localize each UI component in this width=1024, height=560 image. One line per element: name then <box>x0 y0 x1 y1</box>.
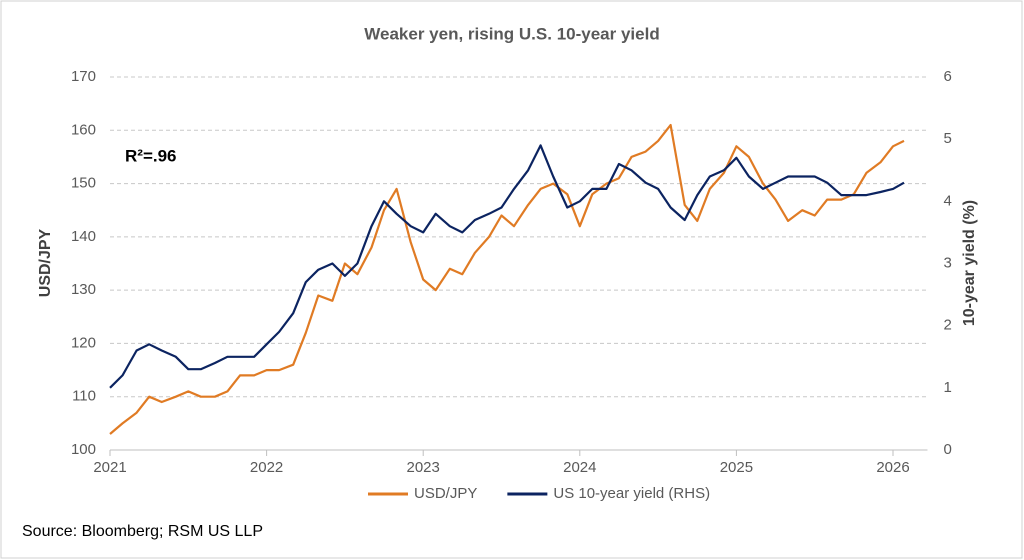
y-tick-label: 100 <box>71 441 96 458</box>
y-tick-label: 130 <box>71 281 96 298</box>
y2-tick-label: 4 <box>943 192 951 209</box>
legend-label: USD/JPY <box>414 485 477 502</box>
x-tick-label: 2026 <box>876 459 909 476</box>
y2-tick-label: 1 <box>943 379 951 396</box>
x-tick-label: 2021 <box>93 459 126 476</box>
y2-tick-label: 0 <box>943 441 951 458</box>
y2-tick-label: 5 <box>943 130 951 147</box>
y2-axis-label: 10-year yield (%) <box>961 200 978 326</box>
legend-label: US 10-year yield (RHS) <box>553 485 710 502</box>
y-tick-label: 110 <box>72 388 96 405</box>
y2-tick-label: 2 <box>943 317 951 334</box>
y-tick-label: 170 <box>71 68 96 85</box>
series-line <box>109 123 905 435</box>
source: Source: Bloomberg; RSM US LLP <box>22 523 263 540</box>
x-tick-label: 2023 <box>407 459 440 476</box>
y2-tick-label: 3 <box>943 254 951 271</box>
x-tick-label: 2024 <box>563 459 596 476</box>
y-tick-label: 150 <box>71 175 96 192</box>
y-tick-label: 120 <box>71 334 96 351</box>
y-tick-label: 160 <box>71 121 96 138</box>
y2-tick-label: 6 <box>943 68 951 85</box>
y-axis-label: USD/JPY <box>37 228 54 297</box>
annotation: R²=.96 <box>125 146 177 165</box>
x-tick-label: 2025 <box>720 459 753 476</box>
x-tick-label: 2022 <box>250 459 283 476</box>
chart-title: Weaker yen, rising U.S. 10-year yield <box>364 24 659 43</box>
series-line <box>109 144 905 389</box>
y-tick-label: 140 <box>71 228 96 245</box>
